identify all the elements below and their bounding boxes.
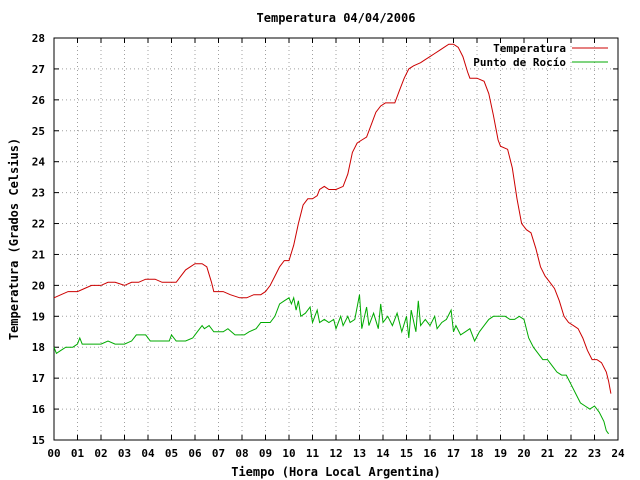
x-tick-label: 08 [235,447,248,460]
x-tick-label: 22 [564,447,577,460]
y-tick-label: 23 [32,187,45,200]
x-tick-label: 05 [165,447,178,460]
x-tick-label: 03 [118,447,131,460]
legend-label-punto-de-rocio: Punto de Rocío [473,56,566,69]
y-axis-label: Temperatura (Grados Celsius) [7,138,21,340]
x-tick-label: 19 [494,447,507,460]
x-tick-label: 01 [71,447,85,460]
x-tick-label: 23 [588,447,601,460]
x-tick-label: 07 [212,447,225,460]
y-tick-label: 24 [32,156,46,169]
y-tick-label: 22 [32,218,45,231]
x-tick-label: 13 [353,447,366,460]
x-tick-label: 12 [329,447,342,460]
y-tick-label: 20 [32,279,45,292]
x-tick-label: 06 [188,447,202,460]
y-axis-ticks: 15 16 17 18 19 20 21 22 23 24 25 26 27 28 [32,32,618,447]
x-tick-label: 14 [376,447,390,460]
grid-lines [54,38,618,440]
y-tick-label: 17 [32,372,45,385]
y-tick-label: 26 [32,94,46,107]
x-tick-label: 02 [94,447,107,460]
x-tick-label: 20 [517,447,530,460]
x-tick-label: 00 [47,447,60,460]
y-tick-label: 16 [32,403,46,416]
x-axis-label: Tiempo (Hora Local Argentina) [231,465,441,479]
legend-label-temperatura: Temperatura [493,42,566,55]
y-tick-label: 18 [32,341,45,354]
y-tick-label: 21 [32,248,46,261]
y-tick-label: 27 [32,63,45,76]
y-tick-label: 25 [32,125,45,138]
x-axis-ticks: 00 01 02 03 04 05 06 07 08 09 10 11 12 13 14 15 16 17 18 19… [47,38,625,460]
y-tick-label: 28 [32,32,45,45]
x-tick-label: 18 [470,447,483,460]
x-tick-label: 24 [611,447,625,460]
x-tick-label: 21 [541,447,555,460]
series-line-0 [53,43,612,394]
y-tick-label: 15 [32,434,45,447]
x-tick-label: 04 [141,447,155,460]
chart-title: Temperatura 04/04/2006 [257,11,416,25]
y-tick-label: 19 [32,310,45,323]
legend: Temperatura Punto de Rocío [473,42,608,69]
x-tick-label: 16 [423,447,437,460]
series-line-1 [53,294,610,435]
x-tick-label: 10 [282,447,295,460]
x-tick-label: 09 [259,447,272,460]
x-tick-label: 11 [306,447,320,460]
x-tick-label: 15 [400,447,413,460]
x-tick-label: 17 [447,447,460,460]
series-lines [53,43,612,435]
